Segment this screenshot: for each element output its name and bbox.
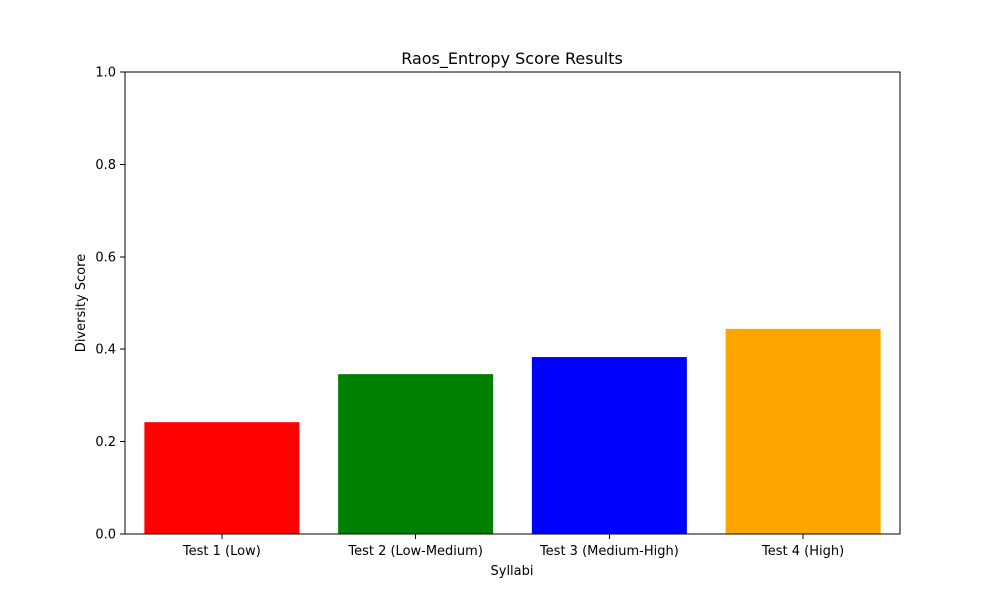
x-tick-label: Test 3 (Medium-High) xyxy=(539,544,679,559)
plot-frame xyxy=(124,71,901,535)
y-tick-label: 0.0 xyxy=(95,528,116,543)
bar-2 xyxy=(338,374,494,534)
y-axis-label: Diversity Score xyxy=(74,254,89,352)
y-tick-label: 0.4 xyxy=(95,343,116,358)
x-tick-label: Test 2 (Low-Medium) xyxy=(347,544,483,559)
x-tick-label: Test 1 (Low) xyxy=(182,544,261,559)
y-axis-ticks: 0.0 0.2 0.4 0.6 0.8 1.0 xyxy=(95,66,125,543)
x-axis-label: Syllabi xyxy=(491,564,534,579)
y-tick-label: 0.6 xyxy=(95,250,116,265)
y-tick-label: 0.2 xyxy=(95,435,116,450)
bar-4 xyxy=(725,328,881,534)
x-tick-label: Test 4 (High) xyxy=(761,544,844,559)
y-tick-label: 1.0 xyxy=(95,66,116,81)
chart-title: Raos_Entropy Score Results xyxy=(401,49,623,69)
bar-1 xyxy=(144,422,300,534)
bars-group xyxy=(144,328,881,534)
y-tick-label: 0.8 xyxy=(95,158,116,173)
bar-3 xyxy=(531,357,687,534)
x-axis-ticks: Test 1 (Low) Test 2 (Low-Medium) Test 3 (M… xyxy=(182,534,844,559)
